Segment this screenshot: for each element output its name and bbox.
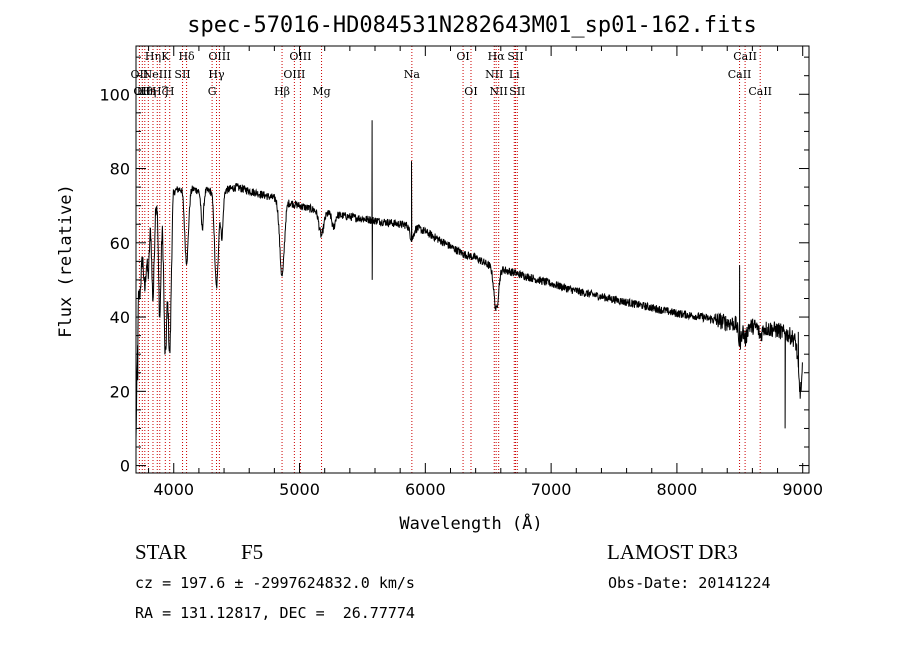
line-marker-label: Hα [488,50,506,63]
y-tick-label: 60 [110,234,130,253]
line-marker-label: SII [509,85,525,98]
coordinates-line: RA = 131.12817, DEC = 26.77774 [135,604,415,622]
spectral-subclass: F5 [241,540,264,564]
line-marker-label: NeIII [143,68,172,81]
observation-date: Obs-Date: 20141224 [608,574,771,592]
line-marker-label: Mg [312,85,330,98]
line-marker-label: OIII [289,50,311,63]
line-marker-label: Hη [145,50,161,63]
y-axis-label: Flux (relative) [56,184,76,338]
line-marker-label: H [165,85,175,98]
plot-frame [135,45,810,474]
survey-name: LAMOST DR3 [607,540,738,564]
line-marker-label: OII [131,68,149,81]
line-marker-label: Hβ [274,85,290,98]
x-tick-label: 6000 [405,480,446,499]
axis-tick-labels: 4000 5000 6000 7000 8000 9000 0 20 40 60 80 100 [99,85,823,499]
line-marker-label: Hδ [178,50,195,63]
line-marker-label: SII [507,50,523,63]
x-tick-label: 4000 [153,480,194,499]
y-tick-label: 0 [120,457,130,476]
line-marker-label: OI [456,50,469,63]
line-marker-label: Na [404,68,421,81]
y-tick-label: 100 [99,85,130,104]
line-marker-label: K [161,50,170,63]
spectrum-line [135,120,803,439]
line-marker-label: NII [490,85,508,98]
line-marker-labels: OIIOIIHθHηHηNeIIIHζKHSIIHδGHγOIIIHβOIIIO… [131,50,772,98]
line-marker-label: CaII [728,68,752,81]
line-marker-label: Li [509,68,520,81]
line-marker-label: OIII [283,68,305,81]
line-marker-label: Hγ [208,68,225,81]
line-markers [138,46,761,473]
line-marker-label: CaII [748,85,772,98]
y-tick-label: 80 [110,160,130,179]
y-tick-label: 20 [110,382,130,401]
chart-title: spec-57016-HD084531N282643M01_sp01-162.f… [187,13,757,38]
object-class: STAR [135,540,187,564]
line-marker-label: CaII [733,50,757,63]
redshift-line: cz = 197.6 ± -2997624832.0 km/s [135,574,415,592]
axis-ticks [136,46,809,473]
line-marker-label: NII [485,68,503,81]
line-marker-label: SII [174,68,190,81]
x-tick-label: 8000 [657,480,698,499]
line-marker-label: G [208,85,217,98]
x-tick-label: 7000 [531,480,572,499]
x-tick-label: 5000 [279,480,320,499]
line-marker-label: Hζ [152,85,168,98]
line-marker-label: OIII [208,50,230,63]
y-tick-label: 40 [110,308,130,327]
x-tick-label: 9000 [782,480,823,499]
line-marker-label: OI [464,85,477,98]
x-axis-label: Wavelength (Å) [399,512,542,534]
